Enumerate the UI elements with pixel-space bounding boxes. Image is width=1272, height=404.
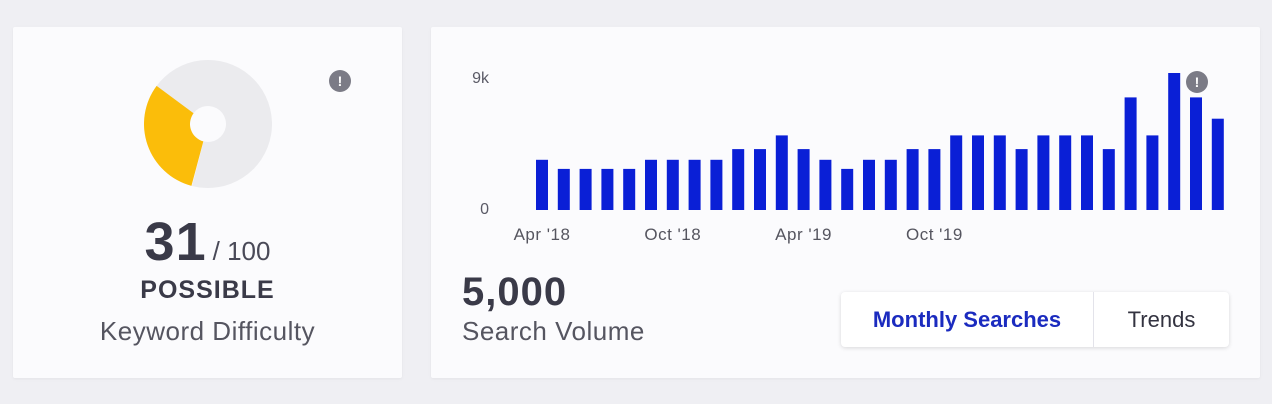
chart-bar[interactable] <box>710 159 723 210</box>
chart-bar[interactable] <box>863 159 875 210</box>
chart-bar[interactable] <box>775 135 788 210</box>
chart-bar[interactable] <box>1124 97 1137 210</box>
chart-bar[interactable] <box>1081 135 1093 210</box>
chart-bar[interactable] <box>950 135 963 210</box>
gauge-fill <box>144 85 204 186</box>
difficulty-label: Keyword Difficulty <box>99 316 316 346</box>
chart-bar[interactable] <box>623 168 636 210</box>
chart-bar[interactable] <box>1037 135 1050 210</box>
y-tick-label: 9k <box>472 70 490 87</box>
info-icon[interactable]: ! <box>1186 71 1208 93</box>
chart-bar[interactable] <box>928 149 941 210</box>
x-tick-label: Apr '19 <box>775 225 832 244</box>
chart-bar[interactable] <box>906 149 919 210</box>
keyword-difficulty-card: ! 31/ 100 POSSIBLE Keyword Difficulty <box>13 27 402 378</box>
gauge-track <box>144 60 272 188</box>
chart-bar[interactable] <box>972 135 984 210</box>
chart-bar[interactable] <box>536 159 548 210</box>
chart-bar[interactable] <box>841 168 854 210</box>
chart-bar[interactable] <box>884 159 897 210</box>
x-tick-label: Apr '18 <box>514 225 571 244</box>
chart-bar[interactable] <box>557 168 570 210</box>
search-volume-tabs: Monthly Searches Trends <box>841 292 1229 347</box>
chart-bar[interactable] <box>688 159 701 210</box>
chart-bar[interactable] <box>1102 149 1115 210</box>
difficulty-score-row: 31/ 100 <box>13 211 402 273</box>
chart-bar[interactable] <box>1190 97 1202 210</box>
info-icon[interactable]: ! <box>329 70 351 92</box>
difficulty-gauge <box>144 60 272 188</box>
difficulty-level: POSSIBLE <box>140 276 275 304</box>
chart-bar[interactable] <box>797 149 810 210</box>
chart-bar[interactable] <box>666 159 679 210</box>
chart-bar[interactable] <box>1059 135 1072 210</box>
chart-bar[interactable] <box>732 149 745 210</box>
chart-bar[interactable] <box>645 159 657 210</box>
x-tick-label: Oct '19 <box>906 225 963 244</box>
chart-bar[interactable] <box>579 168 592 210</box>
chart-bar[interactable] <box>1146 135 1159 210</box>
y-tick-label: 0 <box>480 201 489 218</box>
chart-bar[interactable] <box>1168 73 1181 210</box>
search-volume-value: 5,000 <box>462 270 568 314</box>
tab-monthly-searches[interactable]: Monthly Searches <box>841 292 1094 347</box>
search-volume-label: Search Volume <box>462 316 645 346</box>
chart-bar[interactable] <box>601 168 614 210</box>
chart-bar[interactable] <box>819 159 832 210</box>
tab-trends[interactable]: Trends <box>1127 306 1196 332</box>
chart-bar[interactable] <box>993 135 1006 210</box>
x-tick-label: Oct '18 <box>644 225 701 244</box>
chart-bar[interactable] <box>1211 118 1224 210</box>
difficulty-score: 31 <box>144 212 207 272</box>
chart-bar[interactable] <box>754 149 766 210</box>
chart-bar[interactable] <box>1015 149 1028 210</box>
difficulty-max: / 100 <box>212 236 271 266</box>
